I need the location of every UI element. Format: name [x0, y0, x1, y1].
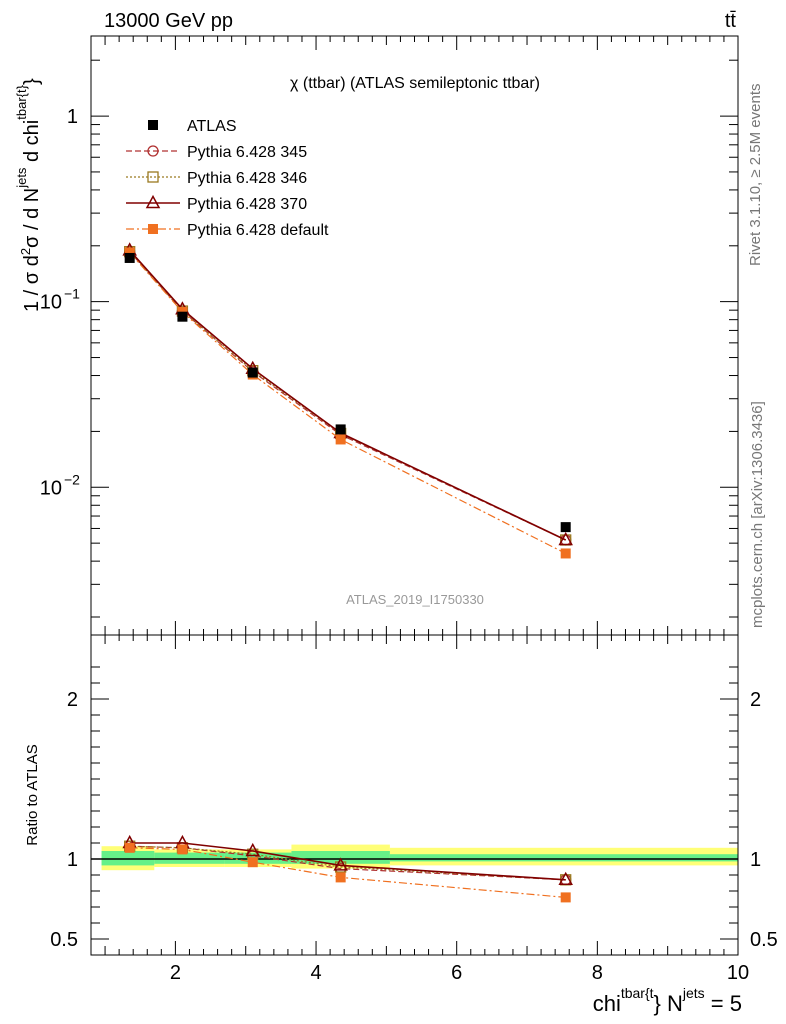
ratio-frame [90, 634, 739, 956]
main-plot-marks [122, 242, 573, 559]
ratio-xtick-label: 2 [170, 962, 181, 984]
ratio-series-3-point [177, 844, 188, 855]
main-ylabel: 1 / σ d2σ / d Njets d chitbar{t}} [14, 78, 43, 312]
ratio-xtick-label: 10 [727, 962, 749, 984]
ratio-series-3-point [335, 872, 346, 883]
ratio-xlabel: chitbar{t} Njets = 5 [593, 985, 742, 1016]
legend-marker-4 [148, 224, 158, 234]
ratio-panel: 2 4 6 8 100.5 0.51 12 2 Ratio to ATLAS chitbar{… [24, 634, 778, 1016]
main-ytick-label: 10 [40, 292, 62, 314]
main-series-0-point [247, 367, 258, 378]
main-series-0-point [177, 311, 188, 322]
ratio-series-3-point [560, 892, 571, 903]
ratio-series-3-point [247, 857, 258, 868]
legend-label-3: Pythia 6.428 370 [187, 196, 307, 213]
main-series-0-point [335, 424, 346, 435]
energy-label: 13000 GeV pp [104, 10, 233, 32]
legend-label-4: Pythia 6.428 default [187, 222, 329, 239]
ratio-series-2-point [333, 857, 348, 871]
ratio-axis-ticks: 2 4 6 8 100.5 0.51 12 2 [50, 635, 778, 984]
legend-marker-2 [147, 171, 159, 183]
ratio-ytick-label-right: 0.5 [750, 929, 778, 951]
ratio-band-green [101, 851, 155, 866]
ratio-band-green [389, 854, 738, 862]
main-series-4-line [129, 252, 566, 554]
main-ytick-label: 10 [40, 477, 62, 499]
main-series-0-point [124, 252, 135, 263]
ratio-series-3-point [124, 842, 135, 853]
rivet-label: Rivet 3.1.10, ≥ 2.5M events [747, 84, 764, 267]
ratio-series-2-line [129, 842, 566, 881]
ratio-ytick-label: 1 [67, 849, 78, 871]
legend-label-2: Pythia 6.428 346 [187, 170, 307, 187]
main-series-0-point [560, 522, 571, 533]
main-title: χ (ttbar) (ATLAS semileptonic ttbar) [290, 75, 540, 92]
ratio-ytick-label-right: 1 [750, 849, 761, 871]
ratio-ytick-label-right: 2 [750, 689, 761, 711]
legend-marker-1 [147, 145, 159, 157]
main-series-3-point [558, 531, 573, 546]
main-series-4-point [560, 548, 571, 559]
legend-marker-3 [145, 194, 161, 209]
main-ytick-label: 1 [67, 106, 78, 128]
ratio-ylabel: Ratio to ATLAS [24, 744, 41, 845]
legend-label-0: ATLAS [187, 118, 237, 135]
legend-marker-0 [148, 120, 158, 130]
legend: ATLAS Pythia 6.428 345 Pythia 6.428 346 Pyt… [126, 118, 329, 239]
ratio-xtick-label: 6 [451, 962, 462, 984]
ratio-band-green [154, 852, 225, 864]
main-series-4-point [335, 434, 346, 445]
main-series-3-line [129, 249, 567, 541]
main-series-2-line [129, 251, 566, 541]
ratio-series-2-point [558, 871, 573, 886]
mcplots-label: mcplots.cern.ch [arXiv:1306.3436] [749, 401, 766, 628]
main-ytick-exponent: −2 [64, 471, 80, 487]
main-axis-ticks: 10 −210 −11 [40, 36, 739, 635]
ratio-ytick-label: 2 [67, 689, 78, 711]
main-series-1-line [129, 251, 566, 541]
ratio-plot-marks [91, 834, 738, 903]
ratio-ytick-label: 0.5 [50, 929, 78, 951]
main-panel: 10 −210 −11 χ (ttbar) (ATLAS semileptonic … [14, 35, 739, 636]
main-ytick-exponent: −1 [64, 286, 80, 302]
ratio-xtick-label: 8 [592, 962, 603, 984]
main-series-4-point [124, 247, 135, 258]
process-label: tt̄ [725, 10, 737, 32]
legend-label-1: Pythia 6.428 345 [187, 144, 307, 161]
analysis-watermark: ATLAS_2019_I1750330 [346, 592, 484, 607]
ratio-xtick-label: 4 [310, 962, 321, 984]
ratio-series-2-point [245, 842, 261, 857]
